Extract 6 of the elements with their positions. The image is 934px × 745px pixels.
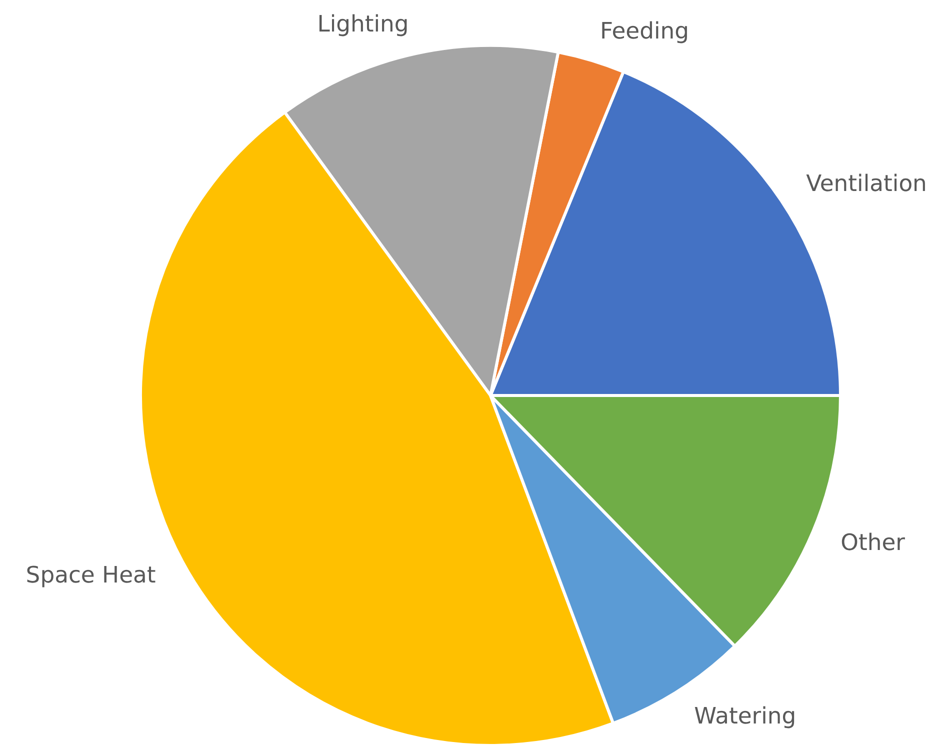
slice-label: Space Heat <box>26 562 156 588</box>
slice-label: Ventilation <box>806 170 927 197</box>
slice-label: Feeding <box>600 18 690 45</box>
slice-label: Other <box>840 530 906 556</box>
slice-label: Lighting <box>317 11 409 38</box>
slice-label: Watering <box>694 703 796 730</box>
